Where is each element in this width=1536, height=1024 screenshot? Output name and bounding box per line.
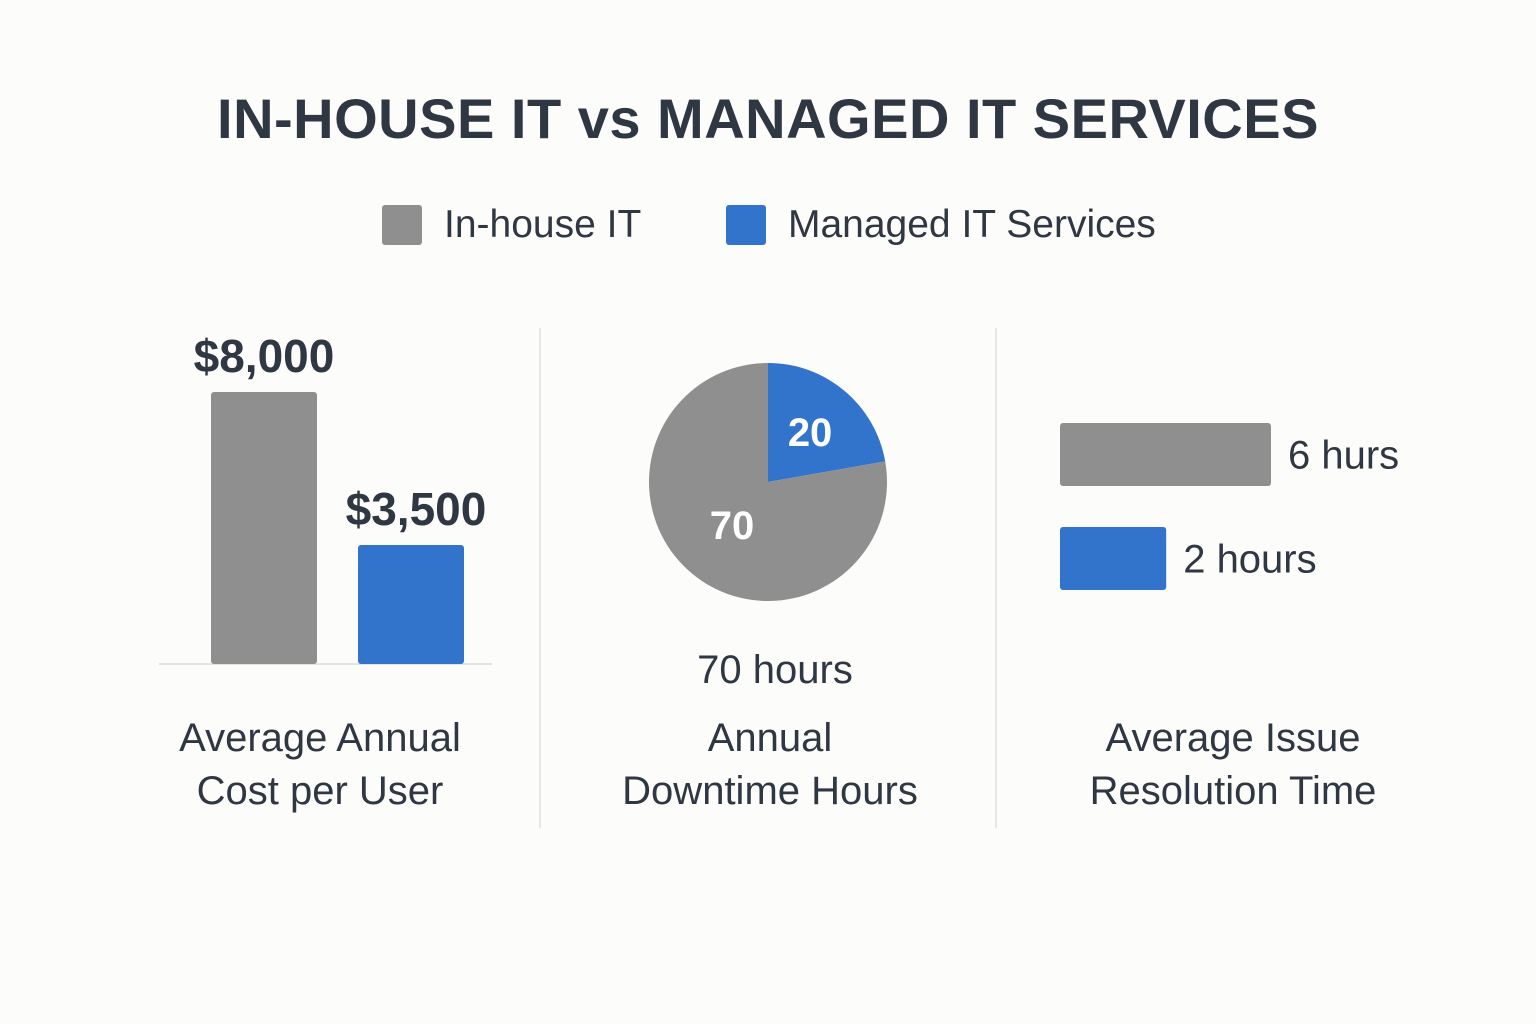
- resolution-value-label: 2 hours: [1183, 538, 1316, 582]
- downtime-note: 70 hours: [697, 648, 853, 692]
- legend-item-managed: Managed IT Services: [726, 203, 1156, 246]
- resolution-caption-line: Average Issue: [1105, 716, 1361, 760]
- cost-value-label: $8,000: [194, 330, 335, 382]
- legend-swatch-in-house: [382, 205, 422, 245]
- cost-bar: [358, 545, 464, 664]
- downtime-caption-line: Annual: [707, 716, 833, 760]
- cost-caption-line: Average Annual: [179, 716, 461, 760]
- legend-label-managed: Managed IT Services: [788, 203, 1156, 246]
- cost-caption-line: Cost per User: [196, 769, 444, 813]
- legend-item-in-house: In-house IT: [382, 203, 642, 246]
- pie-slice: [768, 363, 886, 482]
- cost-value-label: $3,500: [346, 483, 487, 535]
- resolution-value-label: 6 hurs: [1288, 434, 1399, 478]
- cost-chart-caption: Average Annual Cost per User: [120, 712, 520, 818]
- pie-slice-label: 70: [710, 504, 755, 548]
- cost-bar: [211, 392, 317, 664]
- legend-label-in-house: In-house IT: [444, 203, 642, 246]
- panel-divider: [995, 328, 997, 828]
- legend-swatch-managed: [726, 205, 766, 245]
- downtime-caption-line: Downtime Hours: [622, 769, 918, 813]
- resolution-bar: [1060, 423, 1271, 486]
- chart-title: IN-HOUSE IT vs MANAGED IT SERVICES: [217, 87, 1319, 150]
- panel-divider: [539, 328, 541, 828]
- pie-slice-label: 20: [788, 411, 833, 455]
- resolution-caption-line: Resolution Time: [1089, 769, 1377, 813]
- downtime-chart-caption: Annual Downtime Hours: [560, 712, 980, 818]
- pie-slice: [649, 363, 887, 601]
- resolution-bar: [1060, 527, 1167, 590]
- resolution-chart-caption: Average Issue Resolution Time: [1033, 712, 1433, 818]
